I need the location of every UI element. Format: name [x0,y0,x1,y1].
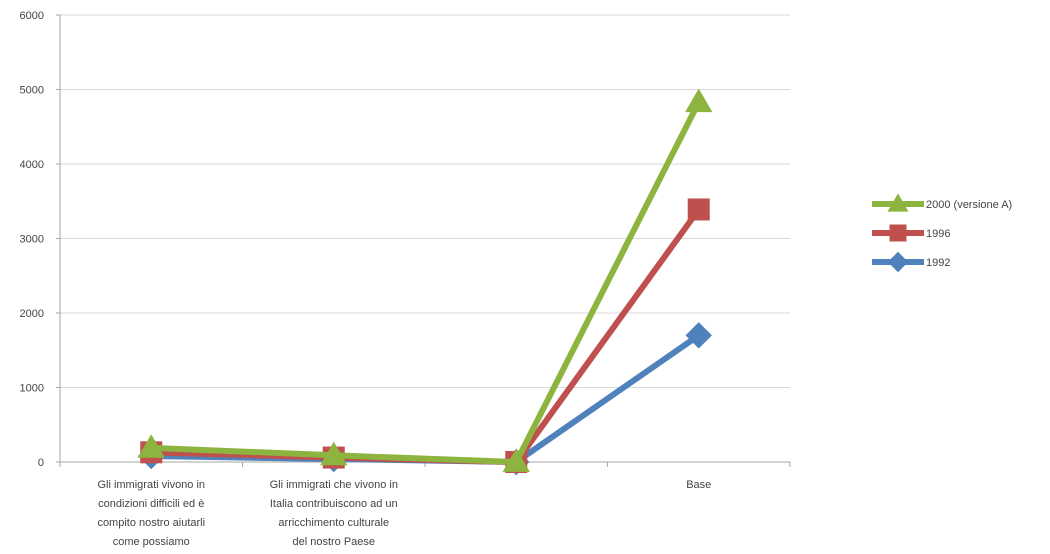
legend-item: 2000 (versione A) [872,193,1012,212]
legend-label: 2000 (versione A) [926,199,1012,211]
legend-label: 1992 [926,257,950,269]
y-tick-label: 0 [38,457,44,469]
data-point [685,88,713,113]
data-point [137,434,165,458]
legend-marker [887,251,909,273]
y-tick-label: 1000 [20,383,44,395]
legend-item: 1992 [872,251,950,273]
legend-marker [887,193,909,212]
data-point [685,322,712,349]
legend-marker [889,224,907,242]
series-line [148,99,702,465]
series-line [148,206,702,465]
x-category-label: Gli immigrati che vivono in Italia contri… [270,479,398,548]
y-tick-label: 2000 [20,308,44,320]
legend-label: 1996 [926,228,950,240]
x-category-label: Gli immigrati vivono in condizioni diffic… [97,479,205,548]
x-axis: Gli immigrati vivono in condizioni diffic… [59,461,791,548]
y-tick-label: 4000 [20,159,44,171]
y-tick-label: 6000 [20,10,44,22]
data-point [687,198,710,221]
grid-lines [60,14,790,388]
series-group [137,88,713,476]
data-point [320,441,348,466]
x-category-label: Base [686,479,711,491]
legend: 2000 (versione A) 1996 1992 [872,193,1012,273]
series-1996 [140,198,710,473]
series-2000-versione-a- [137,88,713,472]
y-tick-label: 3000 [20,234,44,246]
data-point [502,448,530,472]
y-tick-label: 5000 [20,85,44,97]
series-line [148,332,702,465]
legend-item: 1996 [872,224,950,242]
y-axis: 0 1000 2000 3000 4000 5000 6000 [20,10,61,469]
